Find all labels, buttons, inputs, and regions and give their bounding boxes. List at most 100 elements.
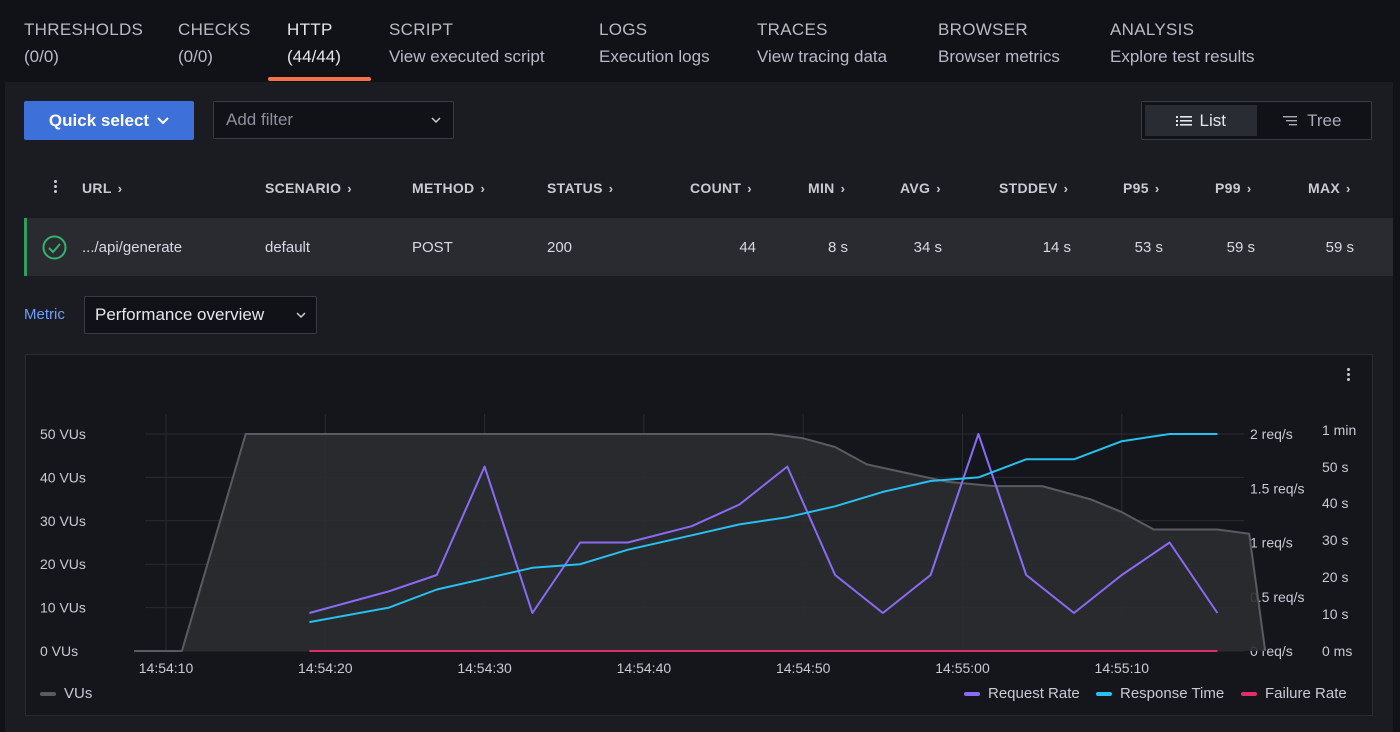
tab-title: HTTP: [287, 20, 333, 39]
y-right-time-tick-label: 20 s: [1322, 569, 1348, 585]
column-header-label: METHOD: [412, 180, 475, 196]
tab-bar: THRESHOLDS (0/0) CHECKS (0/0) HTTP (44/4…: [0, 0, 1400, 82]
column-header-label: P95: [1123, 180, 1149, 196]
column-header-count[interactable]: COUNT ›: [690, 180, 752, 196]
chevron-right-icon: ›: [1154, 180, 1160, 196]
chevron-right-icon: ›: [480, 180, 486, 196]
cell-min: 8 s: [827, 239, 848, 256]
legend-label: VUs: [64, 685, 93, 702]
series-line-vus: [134, 433, 1267, 652]
chevron-right-icon: ›: [608, 180, 614, 196]
tab-title: THRESHOLDS: [24, 20, 144, 39]
y-right-rate-tick-label: 1.5 req/s: [1250, 480, 1304, 496]
y-right-time-tick-label: 30 s: [1322, 532, 1348, 548]
column-header-avg[interactable]: AVG ›: [900, 180, 941, 196]
view-tree-button[interactable]: Tree: [1257, 105, 1369, 136]
column-header-scenario[interactable]: SCENARIO ›: [265, 180, 352, 196]
legend-swatch: [40, 691, 56, 696]
y-left-tick-label: 0 VUs: [40, 643, 78, 659]
column-header-p95[interactable]: P95 ›: [1123, 180, 1159, 196]
tab-title: TRACES: [757, 20, 828, 39]
column-header-label: STATUS: [547, 180, 603, 196]
quick-select-button[interactable]: Quick select: [24, 101, 194, 140]
column-header-label: P99: [1215, 180, 1241, 196]
view-list-label: List: [1199, 110, 1226, 130]
x-tick-label: 14:54:10: [139, 660, 194, 676]
legend-item-vus[interactable]: VUs: [40, 685, 92, 702]
tab-subtitle: View executed script: [389, 47, 545, 66]
tab-title: CHECKS: [178, 20, 251, 39]
view-list-button[interactable]: List: [1145, 105, 1257, 136]
tab-http[interactable]: HTTP (44/44): [287, 20, 341, 67]
chart-menu-icon[interactable]: [1343, 366, 1353, 386]
tree-icon: [1283, 115, 1298, 125]
legend-item-response-time[interactable]: Response Time: [1096, 685, 1224, 702]
legend-label: Request Rate: [988, 685, 1080, 702]
x-tick-label: 14:55:00: [935, 660, 990, 676]
column-header-label: SCENARIO: [265, 180, 342, 196]
tab-checks[interactable]: CHECKS (0/0): [178, 20, 251, 67]
chevron-right-icon: ›: [1246, 180, 1252, 196]
cell-avg: 34 s: [913, 239, 942, 256]
column-header-stddev[interactable]: STDDEV ›: [999, 180, 1068, 196]
chevron-right-icon: ›: [1346, 180, 1351, 196]
table-row[interactable]: [24, 218, 1393, 276]
chevron-right-icon: ›: [747, 180, 752, 196]
y-right-time-tick-label: 50 s: [1322, 459, 1348, 475]
column-header-url[interactable]: URL ›: [82, 180, 122, 196]
cell-p99: 59 s: [1226, 239, 1255, 256]
tab-thresholds[interactable]: THRESHOLDS (0/0): [24, 20, 143, 67]
legend-swatch: [1241, 691, 1257, 696]
legend-label: Failure Rate: [1265, 685, 1347, 702]
tab-script[interactable]: SCRIPT View executed script: [389, 20, 545, 67]
metric-label: Metric: [24, 306, 65, 323]
column-header-method[interactable]: METHOD ›: [412, 180, 485, 196]
cell-status: 200: [547, 239, 573, 256]
y-right-time-tick-label: 0 ms: [1322, 643, 1352, 659]
column-header-label: URL: [82, 180, 112, 196]
column-header-p99[interactable]: P99 ›: [1215, 180, 1251, 196]
column-header-status[interactable]: STATUS ›: [547, 180, 613, 196]
tab-subtitle: View tracing data: [757, 47, 888, 66]
tab-logs[interactable]: LOGS Execution logs: [599, 20, 710, 67]
cell-method: POST: [412, 239, 453, 256]
series-line-request-rate: [309, 433, 1219, 614]
chevron-down-icon: [431, 117, 441, 123]
tab-subtitle: Explore test results: [1110, 47, 1255, 66]
column-header-label: COUNT: [690, 180, 742, 196]
cell-count: 44: [739, 239, 756, 256]
chevron-right-icon: ›: [347, 180, 352, 196]
column-options-icon[interactable]: [50, 178, 60, 198]
y-left-tick-label: 40 VUs: [40, 469, 86, 485]
cell-stddev: 14 s: [1042, 239, 1071, 256]
column-header-max[interactable]: MAX ›: [1308, 180, 1351, 196]
add-filter-select[interactable]: Add filter: [213, 101, 454, 139]
chevron-right-icon: ›: [117, 180, 123, 196]
legend-item-failure-rate[interactable]: Failure Rate: [1241, 685, 1347, 702]
tab-subtitle: (0/0): [178, 47, 213, 66]
metric-select[interactable]: Performance overview: [84, 296, 317, 334]
y-right-time-tick-label: 10 s: [1322, 606, 1348, 622]
legend-item-request-rate[interactable]: Request Rate: [964, 685, 1080, 702]
tab-browser[interactable]: BROWSER Browser metrics: [938, 20, 1060, 67]
column-header-min[interactable]: MIN ›: [808, 180, 845, 196]
chevron-down-icon: [157, 116, 169, 124]
cell-scenario: default: [265, 239, 311, 256]
column-header-label: MIN: [808, 180, 835, 196]
series-line-response-time: [309, 433, 1218, 624]
tab-traces[interactable]: TRACES View tracing data: [757, 20, 887, 67]
column-header-label: STDDEV: [999, 180, 1058, 196]
legend-label: Response Time: [1120, 685, 1225, 702]
tab-subtitle: Execution logs: [599, 47, 710, 66]
tab-title: BROWSER: [938, 20, 1028, 39]
column-header-label: MAX: [1308, 180, 1341, 196]
x-tick-label: 14:54:20: [298, 660, 353, 676]
series-area-vus: [134, 434, 1266, 651]
tab-analysis[interactable]: ANALYSIS Explore test results: [1110, 20, 1255, 67]
tab-title: LOGS: [599, 20, 648, 39]
y-right-rate-tick-label: 0.5 req/s: [1250, 589, 1304, 605]
view-tree-label: Tree: [1307, 110, 1342, 130]
y-left-tick-label: 30 VUs: [40, 513, 86, 529]
y-left-tick-label: 10 VUs: [40, 600, 86, 616]
